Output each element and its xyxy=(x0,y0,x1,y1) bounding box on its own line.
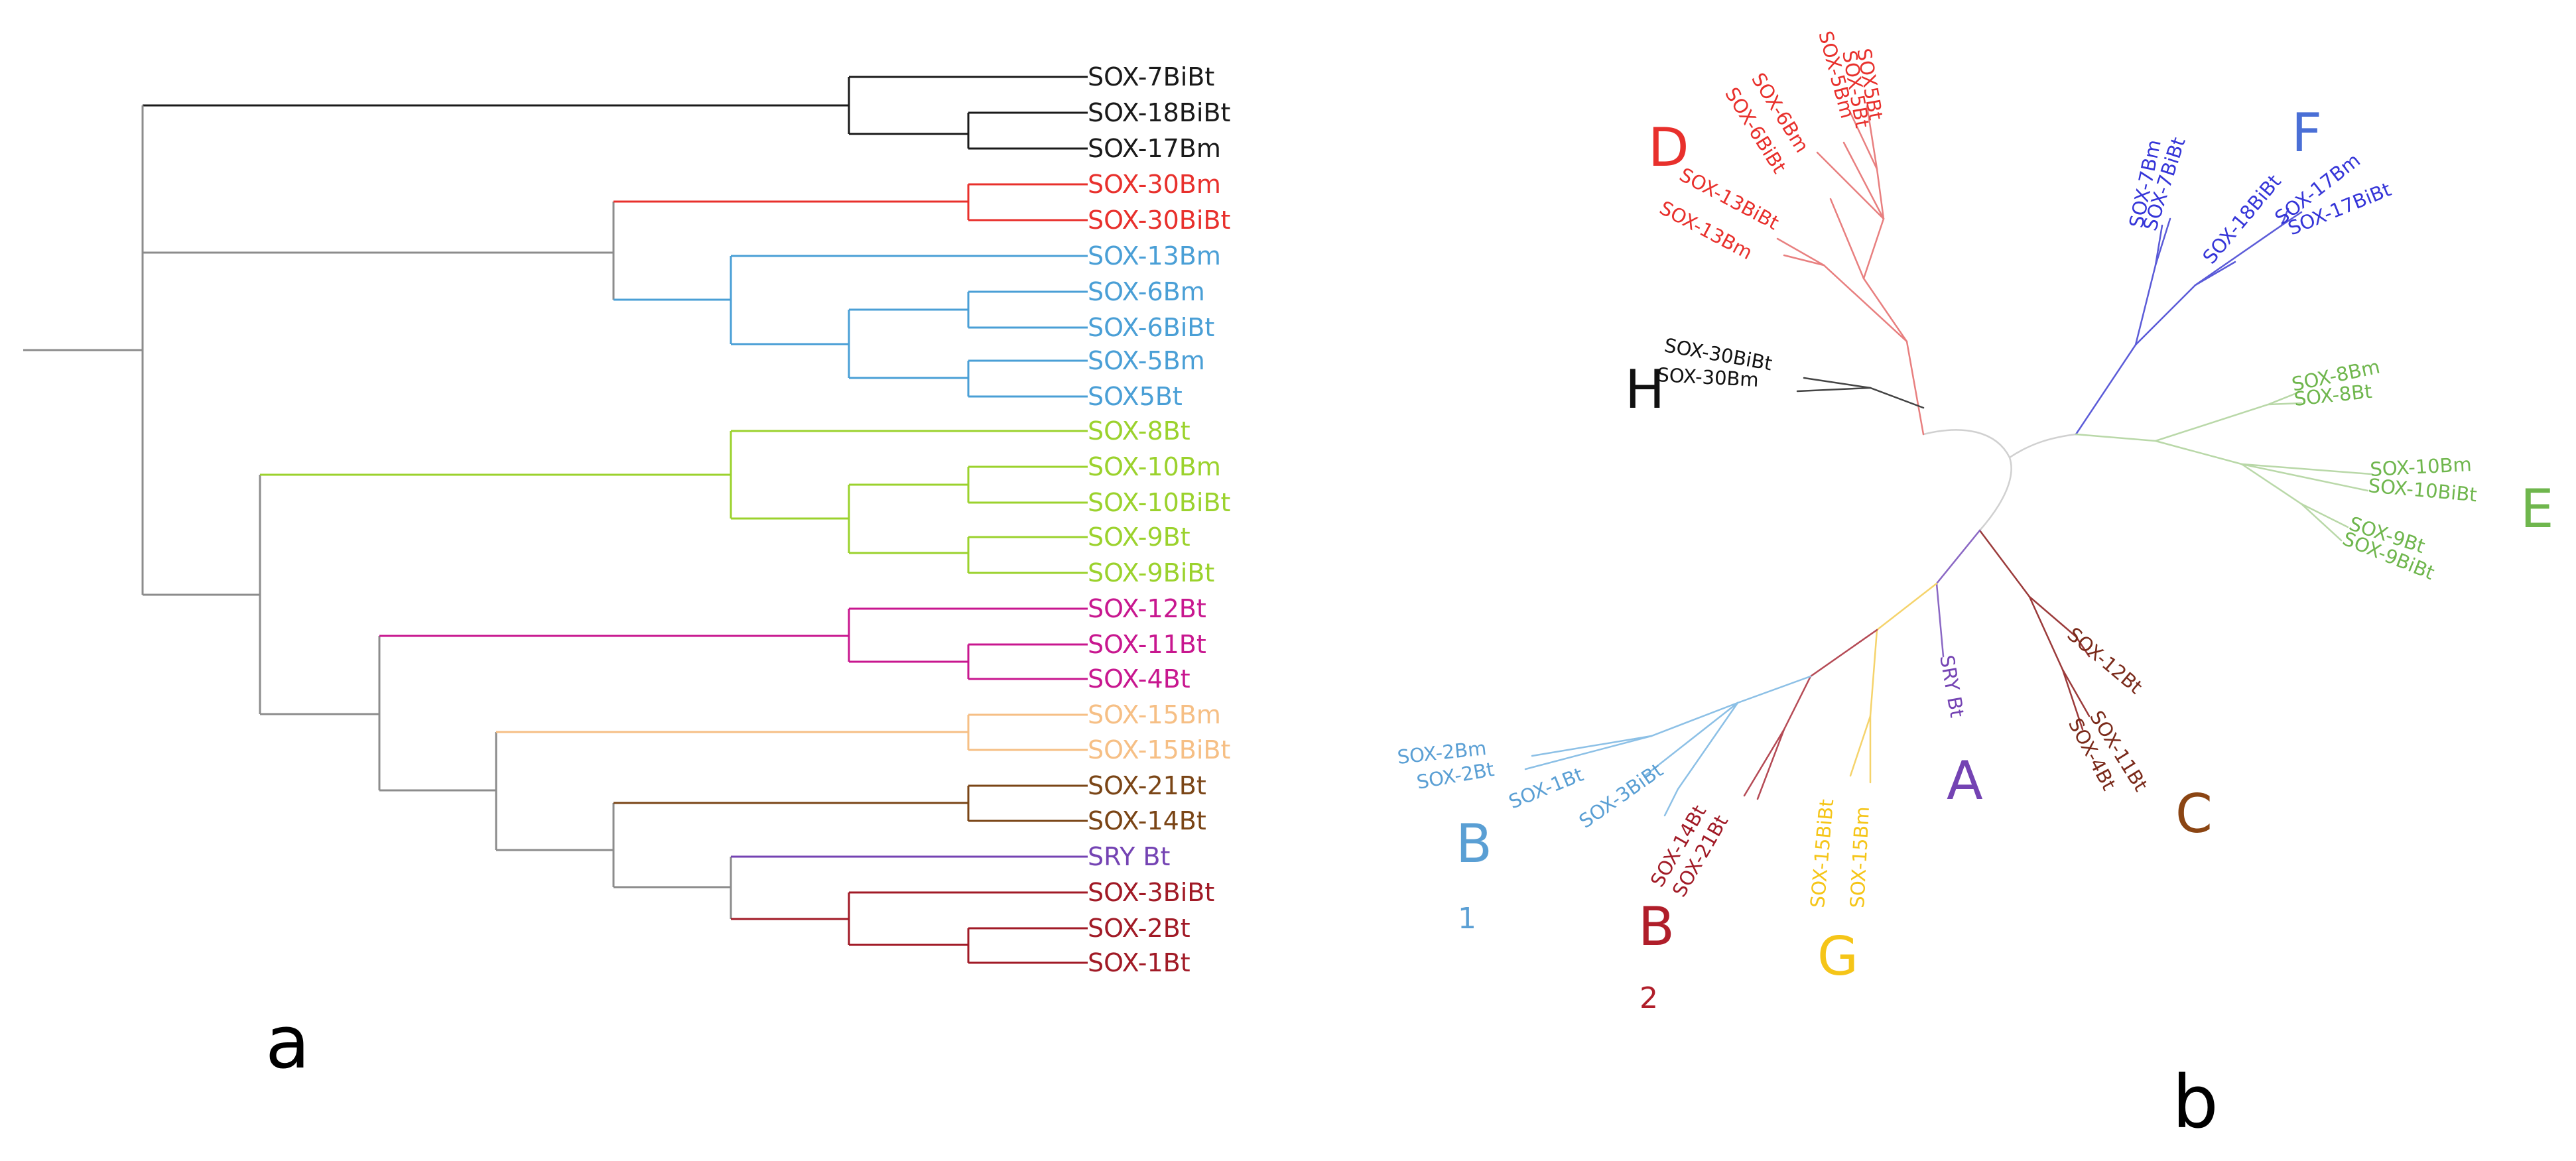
group-labels-b: D F H E A C B 1 B 2 G xyxy=(1456,102,2554,1015)
clade-b1-branch xyxy=(1663,702,1739,817)
leaf-label: SOX-30Bm xyxy=(1657,363,1760,391)
leaf-label: SOX-30BiBt xyxy=(1088,206,1230,235)
leaf-label: SOX-10BiBt xyxy=(1088,488,1230,517)
clade-b1-branch xyxy=(1531,675,1812,757)
leaf-label: SOX-1Bt xyxy=(1506,763,1586,814)
clade-f-branch xyxy=(2134,261,2236,346)
leaf-labels-a: SOX-7BiBt SOX-18BiBt SOX-17Bm SOX-30Bm S… xyxy=(1088,62,1230,977)
clade-g-branch xyxy=(1849,582,1938,777)
clade-d-branch xyxy=(1829,198,1925,436)
leaf-label: SOX-17Bm xyxy=(1088,134,1221,163)
group-label-e: E xyxy=(2520,478,2554,540)
leaf-label: SOX-12Bt xyxy=(1088,594,1206,623)
clade-d-branch xyxy=(1783,254,1825,267)
group-label-h: H xyxy=(1625,359,1665,420)
leaf-label: SOX-18BiBt xyxy=(1088,98,1230,127)
leaf-label: SOX-6Bm xyxy=(1088,277,1205,306)
leaf-label: SOX-10Bm xyxy=(1088,452,1221,481)
clade-b1-branch xyxy=(1524,735,1653,770)
clade-f-branch xyxy=(2280,211,2303,227)
clade-b1-branch xyxy=(1643,702,1739,777)
clade-d-branch xyxy=(1866,105,1878,170)
leaf-label: SOX-30Bm xyxy=(1088,170,1221,199)
leaf-label: SOX-15BiBt xyxy=(1088,735,1230,764)
clade-d-branch xyxy=(1816,151,1885,280)
leaf-label: SRY Bt xyxy=(1935,653,1968,719)
clade-h-branch xyxy=(1796,387,1872,393)
leaf-label: SOX-7BiBt xyxy=(1088,62,1214,92)
clade-e-branch xyxy=(2240,463,2369,492)
group-label-b1: B xyxy=(1456,813,1492,875)
dendrogram-a xyxy=(23,76,1088,964)
leaf-label: SOX-2Bt xyxy=(1088,914,1191,943)
backbone xyxy=(2008,433,2077,459)
group-sublabel-b1: 1 xyxy=(1458,902,1476,936)
clade-e-branch xyxy=(2267,402,2303,406)
leaf-label: SOX-10BiBt xyxy=(2367,474,2478,506)
leaf-label: SRY Bt xyxy=(1088,842,1170,871)
clade-d-branch xyxy=(1842,141,1885,220)
leaf-label: SOX-6BiBt xyxy=(1088,313,1214,342)
leaf-label: SOX-5Bm xyxy=(1088,346,1205,375)
clade-h-branch xyxy=(1803,377,1925,409)
leaf-label: SOX-3BiBt xyxy=(1575,759,1667,833)
leaf-label: SOX-1Bt xyxy=(1088,948,1191,977)
leaf-label: SOX-8Bt xyxy=(1088,416,1191,446)
group-label-g: G xyxy=(1817,926,1858,987)
clade-f-branch xyxy=(2154,217,2171,267)
clade-b2-branch xyxy=(1743,629,1878,797)
leaf-label: SOX5Bt xyxy=(1088,382,1183,411)
group-label-c: C xyxy=(2175,783,2213,845)
leaf-label: SOX-10Bm xyxy=(2370,453,2473,481)
group-label-f: F xyxy=(2291,102,2322,164)
clade-c-branch xyxy=(1978,529,2091,658)
group-label-a: A xyxy=(1947,750,1983,812)
panel-label-a: a xyxy=(265,1000,310,1085)
backbone xyxy=(1922,429,2012,532)
leaf-label: SOX-15BiBt xyxy=(1806,798,1838,909)
clade-d-branch xyxy=(1776,237,1908,343)
leaf-label: SOX-9Bt xyxy=(1088,522,1191,552)
clade-e-branch xyxy=(2300,503,2343,542)
leaf-label: SOX-4Bt xyxy=(1088,664,1191,694)
clade-c-branch xyxy=(2061,668,2084,731)
radial-tree-b xyxy=(1524,105,2372,817)
leaf-label: SOX-15Bm xyxy=(1846,806,1874,908)
leaf-label: SOX-12Bt xyxy=(2063,623,2147,698)
clade-a-branch xyxy=(1935,529,1981,658)
clade-f-branch xyxy=(2075,224,2163,436)
group-sublabel-b2: 2 xyxy=(1640,981,1658,1015)
clade-e-branch xyxy=(2240,463,2349,528)
leaf-label: SOX-15Bm xyxy=(1088,700,1221,729)
leaf-label: SOX-3BiBt xyxy=(1088,878,1214,907)
leaf-label: SOX-11Bt xyxy=(1088,630,1206,659)
clade-b2-branch xyxy=(1756,728,1785,800)
clade-c-branch xyxy=(2028,595,2091,717)
clade-e-branch xyxy=(2075,390,2303,442)
leaf-label: SOX-21Bt xyxy=(1088,771,1206,800)
panel-label-b: b xyxy=(2172,1060,2219,1144)
leaf-label: SOX-14Bt xyxy=(1088,806,1206,835)
leaf-label: SOX-13Bm xyxy=(1088,241,1221,271)
group-label-d: D xyxy=(1648,117,1689,178)
group-label-b2: B xyxy=(1638,896,1675,957)
leaf-label: SOX-9BiBt xyxy=(1088,558,1214,587)
